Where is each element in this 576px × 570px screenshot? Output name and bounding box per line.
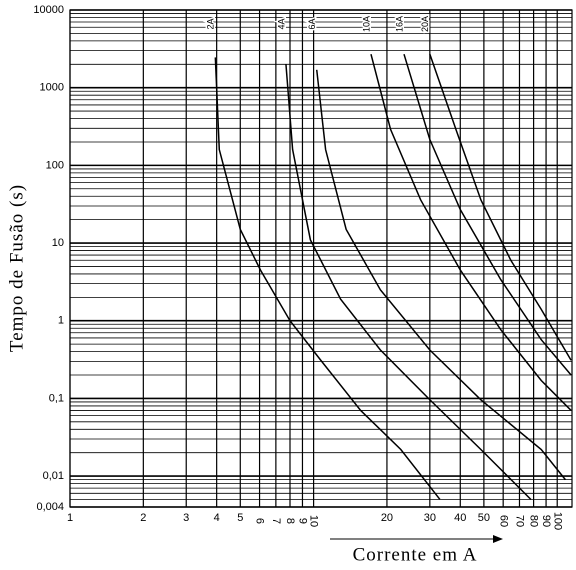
- x-tick-label: 100: [551, 512, 563, 530]
- x-tick-label: 9: [297, 518, 309, 524]
- y-tick-label: 100: [46, 159, 64, 171]
- x-tick-label: 3: [183, 512, 189, 524]
- y-tick-label: 10: [52, 237, 64, 249]
- y-tick-label: 0,004: [36, 501, 64, 513]
- y-tick-label: 0,01: [43, 470, 64, 482]
- y-axis-title: Tempo de Fusão (s): [6, 184, 27, 352]
- y-tick-label: 10000: [33, 4, 64, 16]
- x-tick-label: 70: [514, 515, 526, 527]
- curve: [370, 53, 572, 411]
- x-axis-title: Corrente em A: [353, 544, 478, 565]
- y-tick-label: 1: [58, 315, 64, 327]
- x-tick-label: 8: [284, 518, 296, 524]
- x-tick-label: 6: [254, 518, 266, 524]
- arrow-head: [493, 535, 503, 543]
- curve-label: 10A: [361, 16, 371, 32]
- y-tick-label: 1000: [40, 82, 64, 94]
- x-tick-label: 4: [214, 512, 220, 524]
- x-tick-label: 90: [540, 515, 552, 527]
- x-tick-label: 7: [270, 518, 282, 524]
- curve: [214, 57, 441, 500]
- curve-label: 16A: [394, 16, 404, 32]
- x-tick-label: 60: [497, 515, 509, 527]
- curve: [285, 64, 532, 501]
- curve-label: 6A: [307, 18, 317, 29]
- y-tick-label: 0,1: [49, 392, 64, 404]
- x-tick-label: 1: [67, 512, 73, 524]
- x-tick-label: 50: [478, 512, 490, 524]
- curve: [403, 53, 572, 376]
- x-tick-label: 30: [424, 512, 436, 524]
- x-tick-label: 20: [381, 512, 393, 524]
- curve-label: 4A: [276, 18, 286, 29]
- curve: [429, 53, 572, 361]
- plot-frame: [69, 9, 573, 508]
- x-tick-label: 2: [140, 512, 146, 524]
- x-tick-label: 80: [528, 515, 540, 527]
- x-tick-label: 40: [454, 512, 466, 524]
- x-tick-label: 10: [308, 515, 320, 527]
- curve: [315, 69, 566, 481]
- x-tick-label: 5: [237, 512, 243, 524]
- curve-label: 2A: [206, 18, 216, 29]
- curve-label: 20A: [420, 16, 430, 32]
